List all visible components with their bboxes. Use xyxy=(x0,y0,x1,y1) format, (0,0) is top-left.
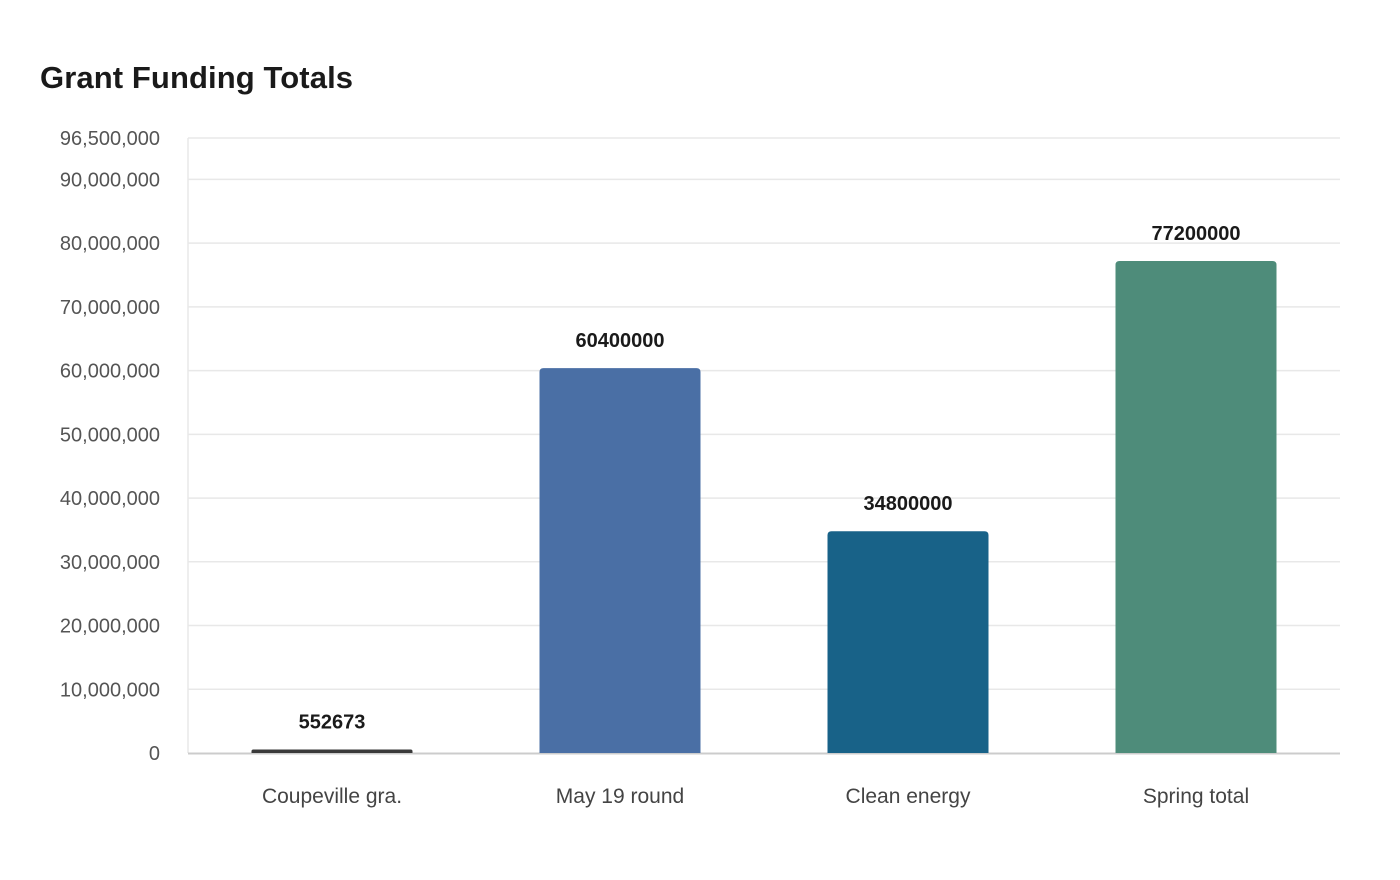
bar-value-label: 60400000 xyxy=(576,330,665,352)
bar-coupeville-gra xyxy=(251,749,413,753)
bar-value-label: 552673 xyxy=(299,711,366,733)
bar-spring-total xyxy=(1115,261,1277,753)
y-tick-label: 0 xyxy=(149,743,160,765)
x-tick-label: Clean energy xyxy=(846,785,971,808)
bar-value-label: 34800000 xyxy=(864,493,953,515)
bars-layer xyxy=(251,261,1277,753)
y-tick-label: 40,000,000 xyxy=(60,488,160,510)
y-tick-label: 90,000,000 xyxy=(60,169,160,191)
chart-title: Grant Funding Totals xyxy=(40,60,354,95)
y-tick-label: 60,000,000 xyxy=(60,361,160,383)
axis-layer: 0 10,000,000 20,000,000 30,000,000 40,000,00… xyxy=(60,128,1340,765)
y-tick-label: 10,000,000 xyxy=(60,679,160,701)
x-tick-label: May 19 round xyxy=(556,785,684,808)
y-tick-label: 20,000,000 xyxy=(60,616,160,638)
x-tick-label: Spring total xyxy=(1143,785,1249,808)
bar-value-label: 77200000 xyxy=(1152,223,1241,245)
y-tick-label: 96,500,000 xyxy=(60,128,160,150)
y-tick-label: 30,000,000 xyxy=(60,552,160,574)
x-tick-label: Coupeville gra. xyxy=(262,785,402,808)
y-tick-label: 80,000,000 xyxy=(60,233,160,255)
y-tick-label: 70,000,000 xyxy=(60,297,160,319)
y-tick-label: 50,000,000 xyxy=(60,424,160,446)
labels-layer: 552673 Coupeville gra. 60400000 May 19 roun… xyxy=(262,223,1249,808)
bar-may-19-round xyxy=(539,368,701,753)
bar-clean-energy xyxy=(827,531,989,753)
